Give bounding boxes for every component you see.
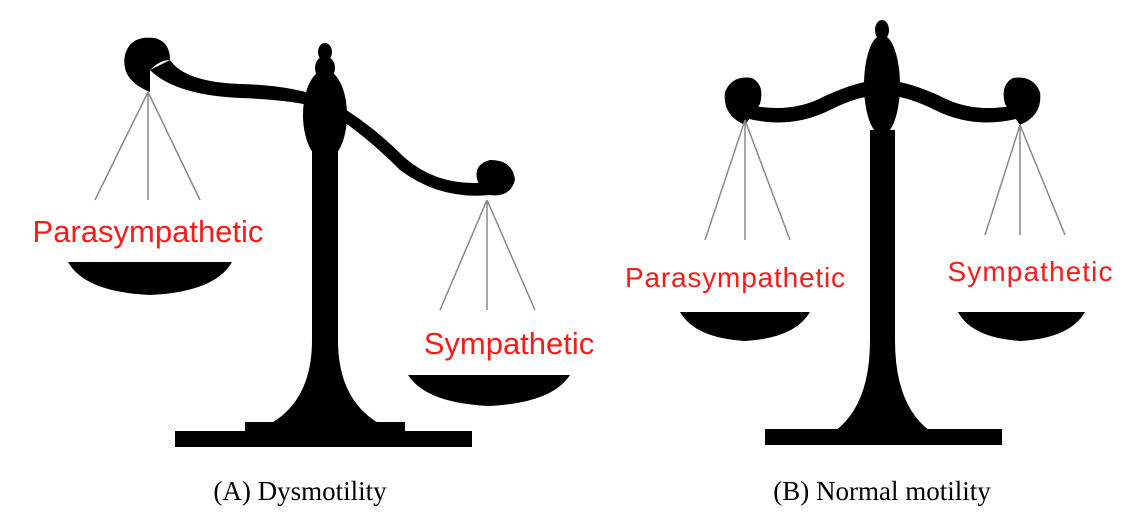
caption: (A) Dysmotility (213, 476, 387, 506)
right-label: Sympathetic (424, 326, 595, 361)
left-label: Parasympathetic (625, 262, 845, 293)
scale-b (680, 20, 1085, 445)
scale-a (68, 37, 570, 447)
caption: (B) Normal motility (773, 476, 991, 506)
left-label: Parasympathetic (33, 214, 264, 249)
right-label: Sympathetic (948, 256, 1113, 287)
